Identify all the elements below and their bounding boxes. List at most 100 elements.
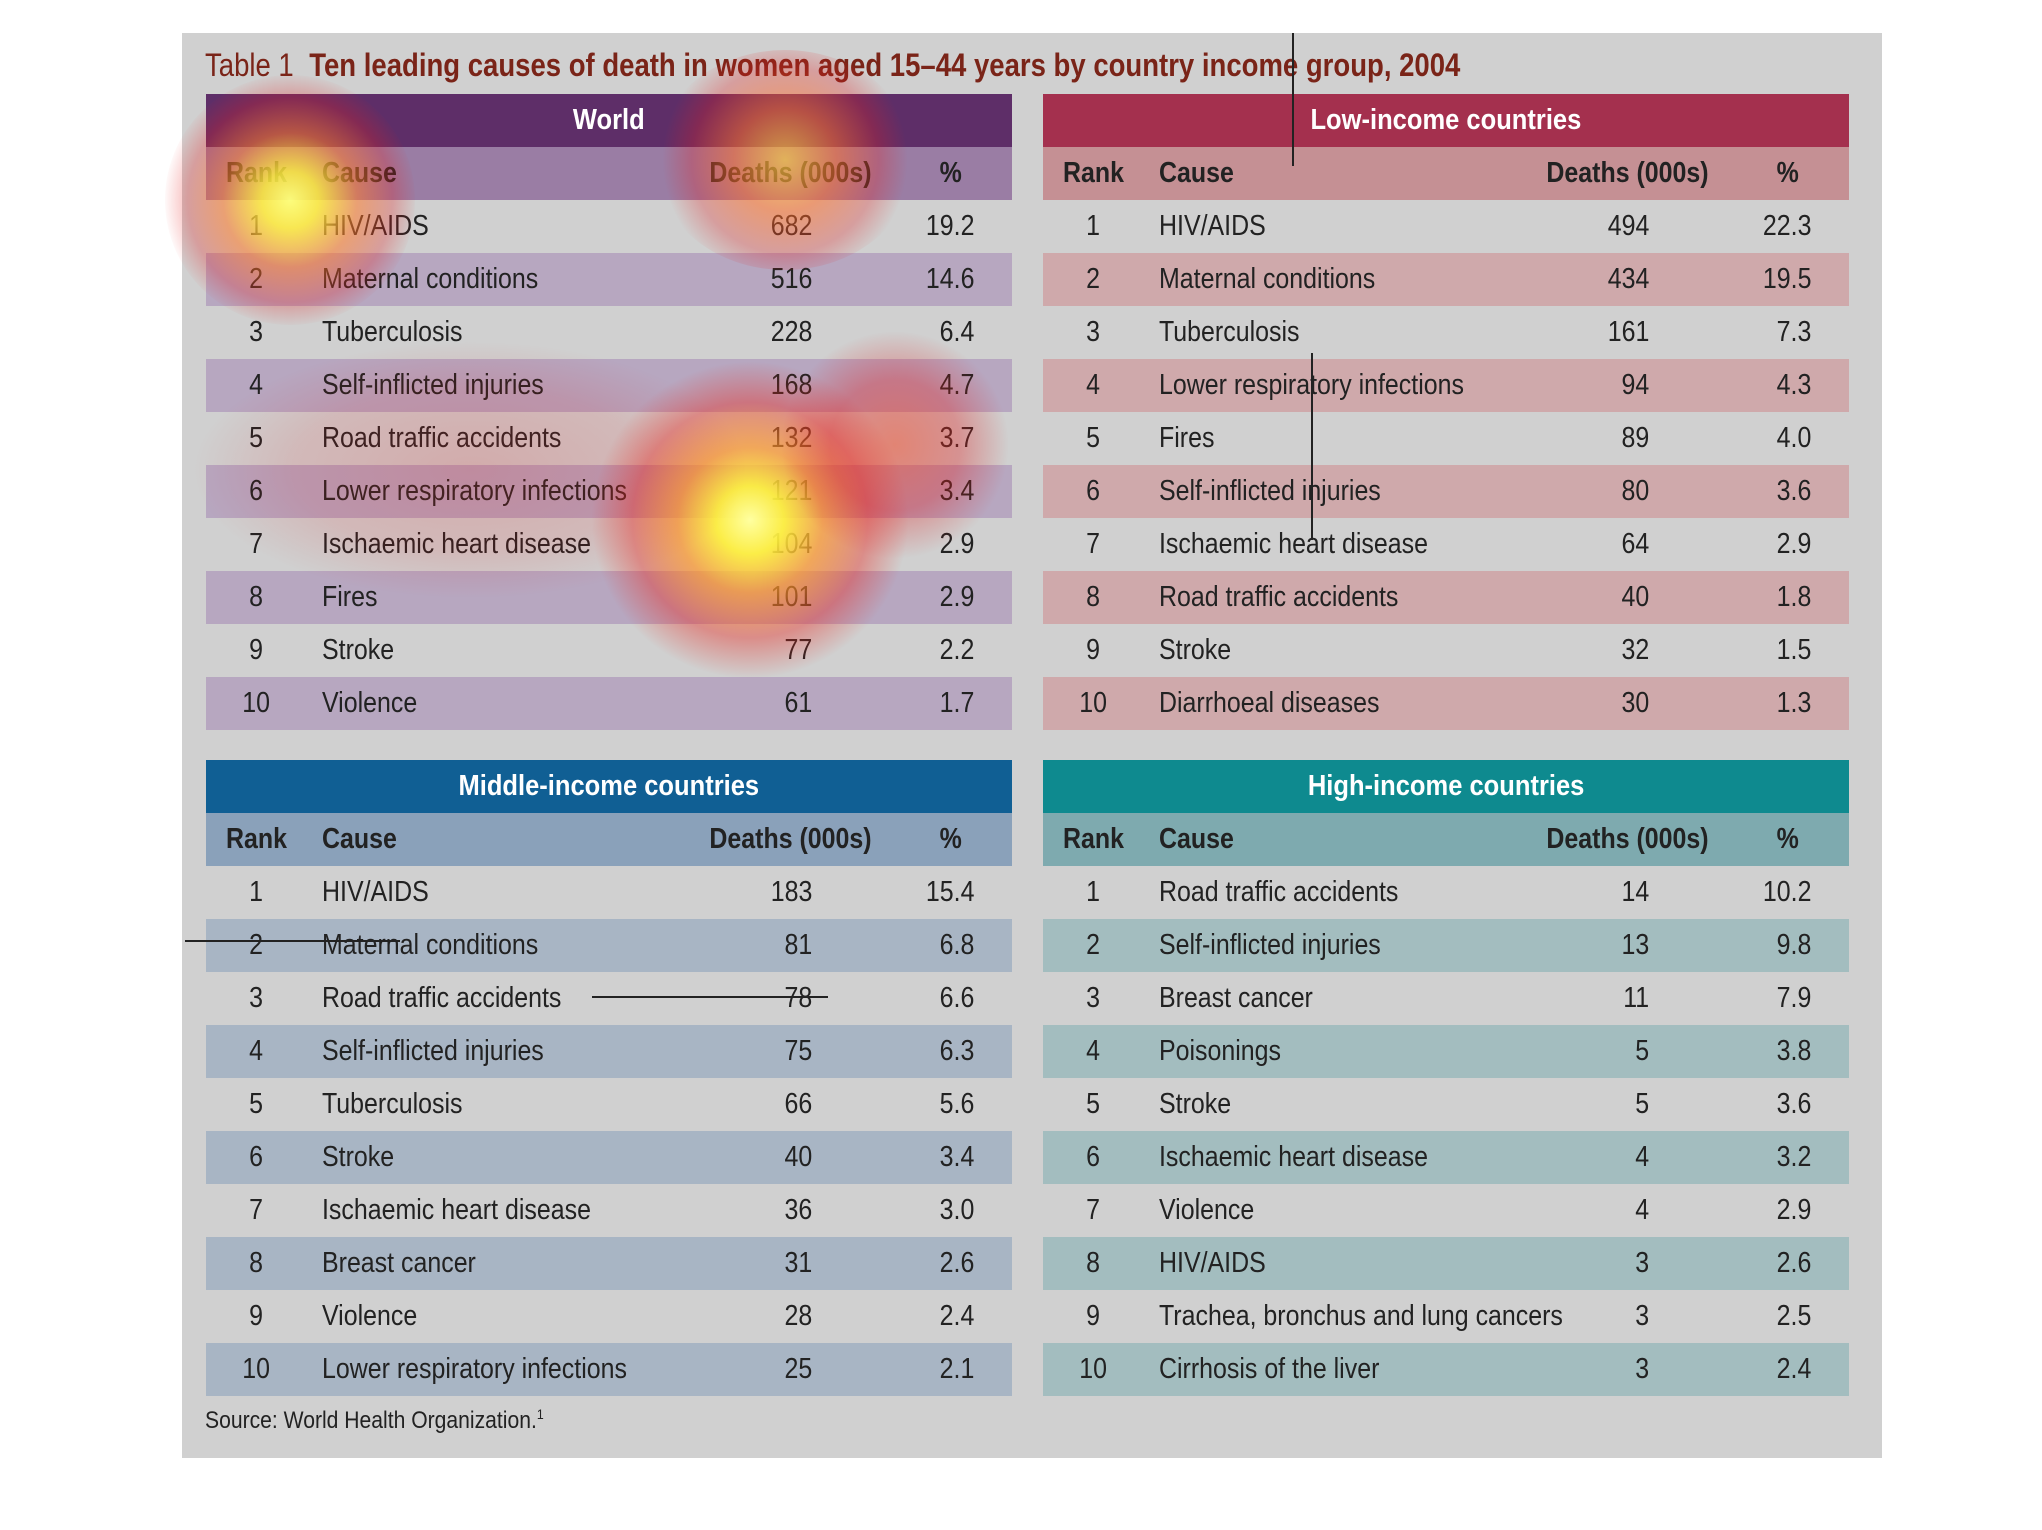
table-row: 6 Ischaemic heart disease 4 3.2	[1043, 1131, 1849, 1184]
cause-cell: Self-inflicted injuries	[322, 359, 580, 412]
deaths-cell: 183	[764, 866, 812, 919]
pct-cell-text: 9.8	[1776, 929, 1811, 961]
table-row: 1 HIV/AIDS 682 19.2	[206, 200, 1012, 253]
deaths-cell: 31	[780, 1237, 812, 1290]
rank-cell-text: 5	[1086, 422, 1100, 454]
deaths-cell: 104	[764, 518, 812, 571]
cause-cell-text: Diarrhoeal diseases	[1159, 687, 1380, 719]
pct-cell-text: 15.4	[925, 876, 974, 908]
deaths-cell-text: 61	[784, 687, 812, 719]
table-row: 5 Stroke 5 3.6	[1043, 1078, 1849, 1131]
cause-cell-text: Lower respiratory infections	[322, 1353, 627, 1385]
source-text: Source: World Health Organization.	[205, 1407, 537, 1434]
pct-cell-text: 3.2	[1776, 1141, 1811, 1173]
table-middle-income: Middle-income countries Rank Cause Deaths (…	[206, 760, 1012, 1396]
pct-cell-text: 2.6	[939, 1247, 974, 1279]
deaths-cell-text: 516	[770, 263, 812, 295]
column-header-pct: %	[1773, 813, 1799, 866]
cause-cell: Tuberculosis	[322, 306, 485, 359]
cause-cell: Fires	[322, 571, 386, 624]
deaths-cell-text: 14	[1621, 876, 1649, 908]
deaths-cell-text: 494	[1607, 210, 1649, 242]
pct-cell-text: 2.9	[1776, 1194, 1811, 1226]
cause-cell: Trachea, bronchus and lung cancers	[1159, 1290, 1629, 1343]
rank-cell-text: 8	[1086, 581, 1100, 613]
deaths-cell-text: 77	[784, 634, 812, 666]
cause-cell: HIV/AIDS	[1159, 1237, 1283, 1290]
pct-cell-text: 4.7	[939, 369, 974, 401]
pct-cell: 14.6	[918, 253, 974, 306]
deaths-cell-text: 168	[770, 369, 812, 401]
deaths-cell: 64	[1617, 518, 1649, 571]
deaths-cell-text: 183	[770, 876, 812, 908]
deaths-cell: 36	[780, 1184, 812, 1237]
deaths-cell: 682	[764, 200, 812, 253]
cause-cell: Diarrhoeal diseases	[1159, 677, 1415, 730]
deaths-cell: 5	[1633, 1078, 1649, 1131]
deaths-cell: 40	[780, 1131, 812, 1184]
cause-cell-text: Lower respiratory infections	[322, 475, 627, 507]
pct-cell: 19.2	[918, 200, 974, 253]
column-header-pct-text: %	[1776, 157, 1799, 189]
deaths-cell: 101	[764, 571, 812, 624]
column-header-deaths-text: Deaths (000s)	[1546, 823, 1709, 855]
rank-cell-text: 1	[249, 210, 263, 242]
deaths-cell: 161	[1601, 306, 1649, 359]
cause-cell: Lower respiratory infections	[322, 1343, 677, 1396]
table-row: 5 Fires 89 4.0	[1043, 412, 1849, 465]
pct-cell: 3.2	[1771, 1131, 1811, 1184]
deaths-cell-text: 121	[770, 475, 812, 507]
deaths-cell-text: 4	[1635, 1141, 1649, 1173]
pct-cell-text: 1.8	[1776, 581, 1811, 613]
cause-cell: Lower respiratory infections	[1159, 359, 1514, 412]
rank-cell: 1	[1043, 866, 1143, 919]
column-header-pct: %	[1773, 147, 1799, 200]
rank-cell-text: 5	[249, 422, 263, 454]
pct-cell-text: 2.9	[939, 581, 974, 613]
rank-cell-text: 4	[1086, 1035, 1100, 1067]
table-row: 6 Lower respiratory infections 121 3.4	[206, 465, 1012, 518]
table-row: 3 Road traffic accidents 78 6.6	[206, 972, 1012, 1025]
cause-cell: Self-inflicted injuries	[1159, 919, 1417, 972]
table-row: 4 Self-inflicted injuries 168 4.7	[206, 359, 1012, 412]
cause-cell: HIV/AIDS	[322, 866, 446, 919]
rank-cell: 4	[1043, 1025, 1143, 1078]
rank-cell-text: 7	[249, 1194, 263, 1226]
table-row: 5 Road traffic accidents 132 3.7	[206, 412, 1012, 465]
column-header-cause-text: Cause	[322, 823, 397, 855]
cause-cell: Ischaemic heart disease	[322, 518, 635, 571]
pct-cell-text: 5.6	[939, 1088, 974, 1120]
cause-cell-text: Self-inflicted injuries	[1159, 929, 1381, 961]
cause-cell: Ischaemic heart disease	[322, 1184, 635, 1237]
table-row: 1 HIV/AIDS 494 22.3	[1043, 200, 1849, 253]
column-header-rank-text: Rank	[1062, 157, 1124, 189]
table-row: 9 Stroke 32 1.5	[1043, 624, 1849, 677]
rank-cell: 1	[206, 866, 306, 919]
column-header-deaths: Deaths (000s)	[1520, 813, 1709, 866]
column-header-cause-text: Cause	[322, 157, 397, 189]
cause-cell-text: Breast cancer	[1159, 982, 1313, 1014]
table-row: 2 Self-inflicted injuries 13 9.8	[1043, 919, 1849, 972]
deaths-cell-text: 4	[1635, 1194, 1649, 1226]
rank-cell: 7	[206, 1184, 306, 1237]
pct-cell-text: 7.9	[1776, 982, 1811, 1014]
rank-cell: 8	[206, 1237, 306, 1290]
rank-cell-text: 3	[249, 982, 263, 1014]
table-row: 9 Trachea, bronchus and lung cancers 3 2.5	[1043, 1290, 1849, 1343]
rank-cell: 5	[1043, 412, 1143, 465]
annotation-line	[185, 940, 400, 942]
column-header-pct-text: %	[1776, 823, 1799, 855]
table-row: 1 Road traffic accidents 14 10.2	[1043, 866, 1849, 919]
pct-cell-text: 2.9	[1776, 528, 1811, 560]
table-world: World Rank Cause Deaths (000s)% 1 HIV/AIDS 682…	[206, 94, 1012, 730]
deaths-cell-text: 3	[1635, 1300, 1649, 1332]
cause-cell-text: Road traffic accidents	[322, 982, 562, 1014]
deaths-cell-text: 75	[784, 1035, 812, 1067]
pct-cell-text: 6.8	[939, 929, 974, 961]
column-header-row: Rank Cause Deaths (000s)%	[1043, 813, 1849, 866]
deaths-cell: 32	[1617, 624, 1649, 677]
table-header-text: World	[573, 104, 645, 136]
deaths-cell: 121	[764, 465, 812, 518]
column-header-row: Rank Cause Deaths (000s)%	[206, 147, 1012, 200]
deaths-cell-text: 104	[770, 528, 812, 560]
